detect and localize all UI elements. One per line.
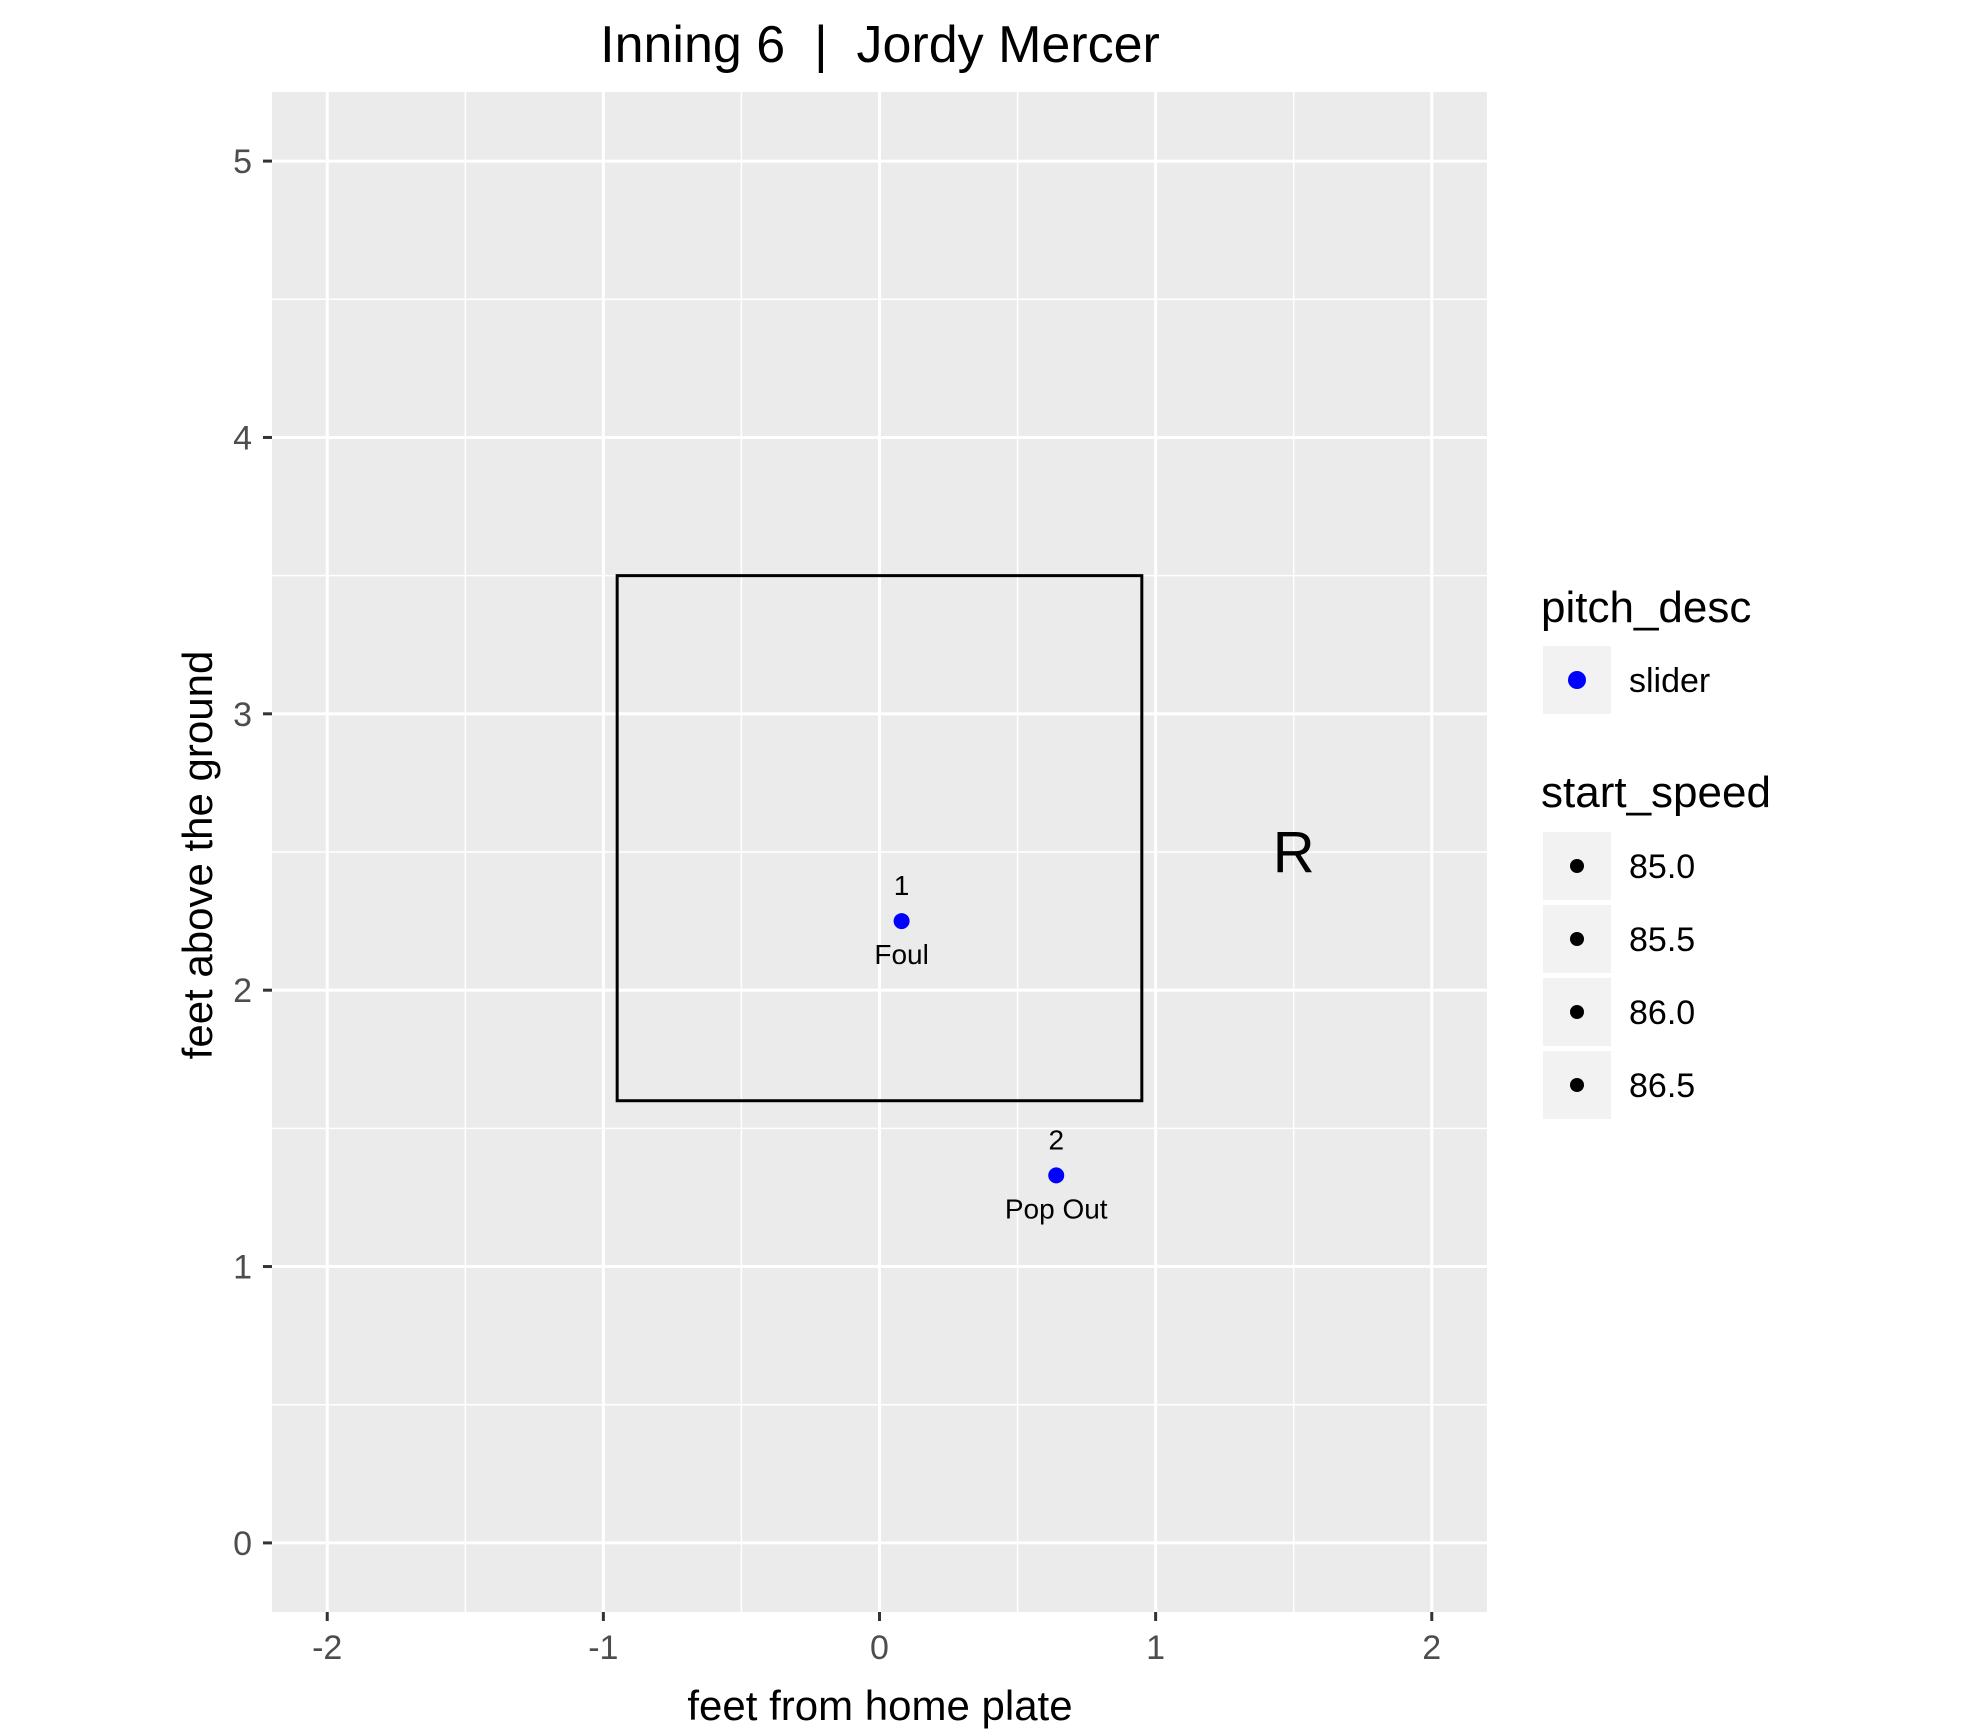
legend-key-point [1570,932,1584,946]
legend-key-point [1570,1005,1584,1019]
y-tick-label: 5 [233,143,252,181]
legend-key-point [1568,671,1586,689]
strike-zone-box [615,574,1144,1103]
x-tick-label: 0 [870,1629,889,1667]
legend-item-label: 85.5 [1629,921,1695,959]
pitch-result-label: Foul [874,939,928,970]
batter-side-label: R [1273,820,1315,885]
x-axis: -2 -1 0 1 2 [312,1612,1441,1667]
legend-key-point [1570,1078,1584,1092]
x-tick-label: -1 [588,1629,618,1667]
y-tick-label: 4 [233,419,252,457]
y-tick-label: 2 [233,972,252,1010]
legend: pitch_desc slider start_speed 85.0 85.5 86… [1541,583,1771,1119]
pitch-point [1048,1167,1065,1184]
pitch-number-label: 1 [894,870,910,901]
x-tick-label: -2 [312,1629,342,1667]
legend-pitch-desc-items: slider [1543,646,1710,714]
legend-item-label: slider [1629,662,1710,700]
x-tick-label: 2 [1422,1629,1441,1667]
y-axis-label: feet above the ground [174,651,221,1060]
legend-item-label: 86.5 [1629,1067,1695,1105]
legend-item-label: 85.0 [1629,848,1695,886]
legend-start-speed-items: 85.0 85.5 86.0 86.5 [1543,832,1695,1119]
pitch-point [893,913,910,930]
x-axis-label: feet from home plate [687,1682,1072,1729]
pitch-result-label: Pop Out [1005,1193,1108,1224]
major-gridlines [272,92,1487,1612]
chart-title: Inning 6 | Jordy Mercer [600,16,1160,74]
legend-item-label: 86.0 [1629,994,1695,1032]
y-axis: 0 1 2 3 4 5 [233,143,272,1563]
y-tick-label: 3 [233,696,252,734]
legend-pitch-desc-title: pitch_desc [1541,583,1751,632]
y-tick-label: 0 [233,1525,252,1563]
x-tick-label: 1 [1146,1629,1165,1667]
pitch-points: 1 Foul 2 Pop Out [874,870,1107,1224]
y-tick-label: 1 [233,1249,252,1287]
legend-start-speed-title: start_speed [1541,768,1771,817]
legend-key-point [1570,859,1584,873]
pitch-number-label: 2 [1048,1124,1064,1155]
